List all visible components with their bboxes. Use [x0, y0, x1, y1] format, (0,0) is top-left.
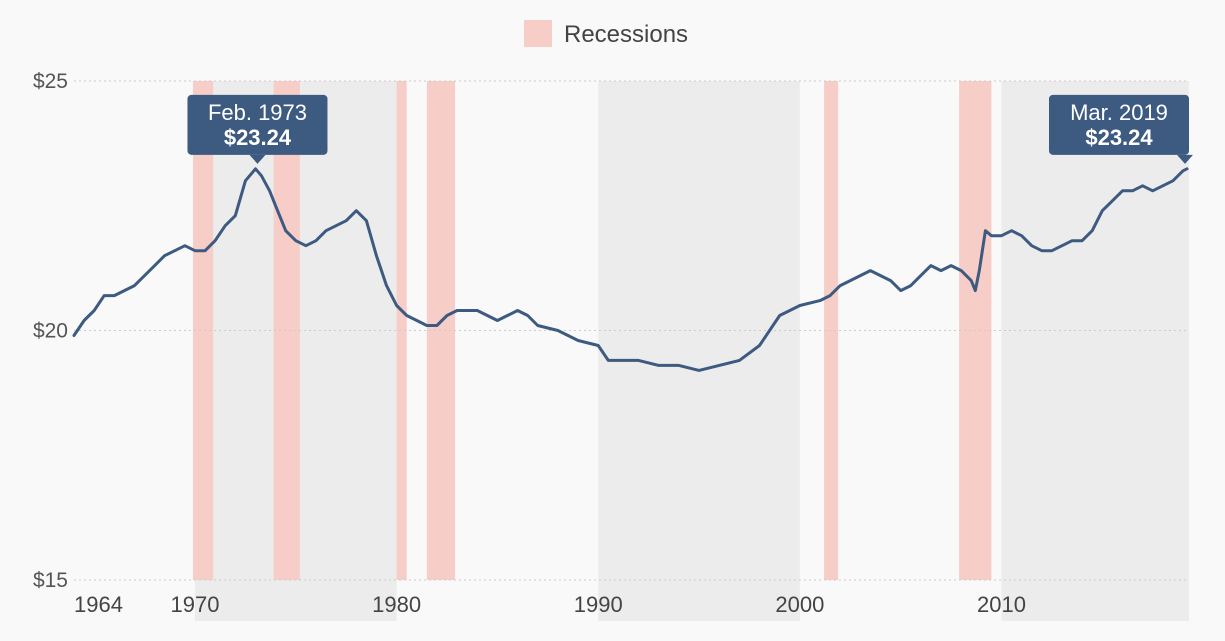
- recession-bands: [192, 81, 992, 580]
- series-line-0: [72, 167, 1189, 372]
- y-axis-ticks: $25 $20 $15: [33, 70, 68, 592]
- decade-bands: [194, 81, 1189, 621]
- x-tick-label-1964: 1964: [74, 592, 123, 617]
- callout-pointer-0: [249, 154, 266, 164]
- callout-value-0: $23.24: [224, 125, 292, 150]
- series-group: [72, 167, 1189, 372]
- callout-1: Mar. 2019$23.24: [1049, 94, 1193, 164]
- callout-date-1: Mar. 2019: [1070, 100, 1168, 125]
- y-tick-label-20: $20: [33, 320, 68, 343]
- decade-band-1: [598, 81, 800, 621]
- y-tick-label-25: $25: [33, 70, 68, 93]
- callout-value-1: $23.24: [1085, 125, 1153, 150]
- y-tick-label-15: $15: [33, 569, 68, 592]
- legend: Recessions: [524, 20, 688, 48]
- x-tick-label-2000: 2000: [775, 592, 824, 617]
- recession-band-4: [824, 81, 839, 580]
- decade-band-2: [1001, 81, 1189, 621]
- recession-band-0: [192, 81, 214, 580]
- x-tick-label-2010: 2010: [977, 592, 1026, 617]
- callout-pointer-1: [1177, 154, 1193, 164]
- legend-label-recessions: Recessions: [564, 21, 688, 48]
- grid-lines: [74, 80, 1189, 581]
- callout-date-0: Feb. 1973: [208, 100, 307, 125]
- callout-box-1: [1049, 94, 1189, 155]
- callout-0: Feb. 1973$23.24: [187, 94, 328, 164]
- recession-band-2: [396, 81, 407, 580]
- callout-box-0: [187, 94, 328, 155]
- legend-swatch-recessions: [524, 20, 552, 47]
- x-tick-label-1970: 1970: [170, 592, 219, 617]
- x-tick-label-1990: 1990: [574, 592, 623, 617]
- x-tick-label-1980: 1980: [372, 592, 421, 617]
- x-axis-ticks: 1964 1970 1980 1990 2000 2010: [74, 592, 1026, 617]
